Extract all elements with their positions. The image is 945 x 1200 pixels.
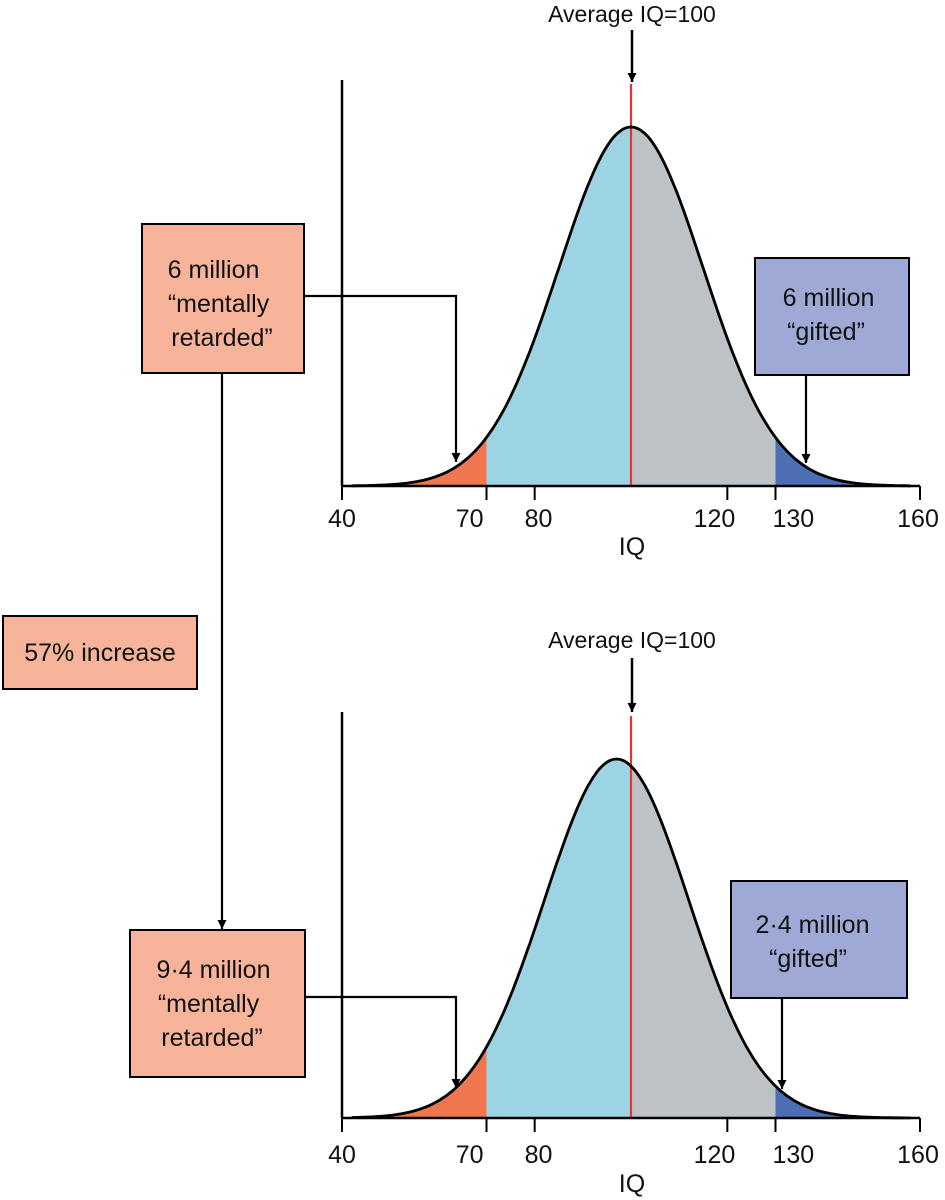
bottom-mean-label: Average IQ=100 — [548, 627, 716, 653]
bottom-tick-label-80: 80 — [525, 1141, 553, 1169]
top-low-callout-line-2: “mentally — [168, 290, 270, 318]
top-mean-label: Average IQ=100 — [548, 1, 716, 27]
top-region-center-left — [486, 127, 631, 486]
bottom-region-center-right — [631, 766, 776, 1118]
top-high-callout-text: 6 million “gifted” — [783, 284, 882, 346]
top-low-callout-line-1: 6 million — [168, 256, 260, 284]
bottom-high-callout-box — [730, 880, 908, 999]
bottom-high-callout-text: 2·4 million “gifted” — [756, 911, 877, 973]
top-low-callout-text: 6 million “mentally retarded” — [168, 256, 277, 352]
bottom-tick-label-70: 70 — [456, 1141, 484, 1169]
top-curve-outline — [351, 125, 911, 488]
top-region-low-tail — [342, 437, 487, 486]
bottom-distribution-panel: 40 70 80 120 130 160 IQ Average IQ=100 9·4 mi… — [129, 627, 939, 1198]
bottom-x-axis-title: IQ — [619, 1170, 645, 1198]
top-high-callout-line-2: “gifted” — [787, 318, 865, 346]
top-distribution-panel: 40 70 80 120 130 160 IQ Average IQ=100 6 mill… — [141, 1, 939, 561]
top-low-callout-box — [141, 223, 305, 374]
bottom-low-callout-box — [129, 929, 306, 1078]
bottom-low-callout-line-3: retarded” — [161, 1024, 262, 1052]
top-curve-regions — [342, 127, 920, 486]
bottom-low-callout-line-2: “mentally — [158, 990, 260, 1018]
top-x-axis-title: IQ — [619, 533, 645, 561]
increase-label: 57% increase — [24, 639, 175, 667]
bottom-tick-label-120: 120 — [694, 1141, 736, 1169]
bottom-tick-label-130: 130 — [773, 1141, 815, 1169]
top-tick-label-120: 120 — [694, 505, 736, 533]
bottom-low-callout-arrow — [305, 995, 461, 1088]
bottom-high-callout-line-2: “gifted” — [769, 945, 847, 973]
bottom-low-callout-line-1: 9·4 million — [157, 956, 271, 984]
top-high-callout-box — [754, 257, 910, 376]
bottom-x-ticks: 40 70 80 120 130 160 — [328, 1118, 939, 1169]
top-low-callout-line-3: retarded” — [171, 324, 272, 352]
bottom-low-callout-text: 9·4 million “mentally retarded” — [157, 956, 278, 1052]
bottom-region-low-tail — [342, 1047, 487, 1118]
top-tick-label-160: 160 — [897, 505, 939, 533]
top-region-center-right — [631, 127, 776, 486]
top-tick-label-40: 40 — [328, 505, 356, 533]
bottom-curve-outline — [351, 757, 911, 1120]
top-low-callout-arrow — [304, 294, 461, 462]
top-high-callout-line-1: 6 million — [783, 284, 875, 312]
top-tick-label-80: 80 — [525, 505, 553, 533]
top-region-high-tail — [775, 437, 920, 486]
bottom-tick-label-160: 160 — [897, 1141, 939, 1169]
top-x-ticks: 40 70 80 120 130 160 — [328, 486, 939, 533]
bottom-region-center-left — [486, 759, 631, 1118]
top-tick-label-70: 70 — [456, 505, 484, 533]
increase-label-box — [2, 615, 198, 690]
top-tick-label-130: 130 — [773, 505, 815, 533]
bottom-tick-label-40: 40 — [328, 1141, 356, 1169]
bottom-high-callout-line-1: 2·4 million — [756, 911, 870, 939]
